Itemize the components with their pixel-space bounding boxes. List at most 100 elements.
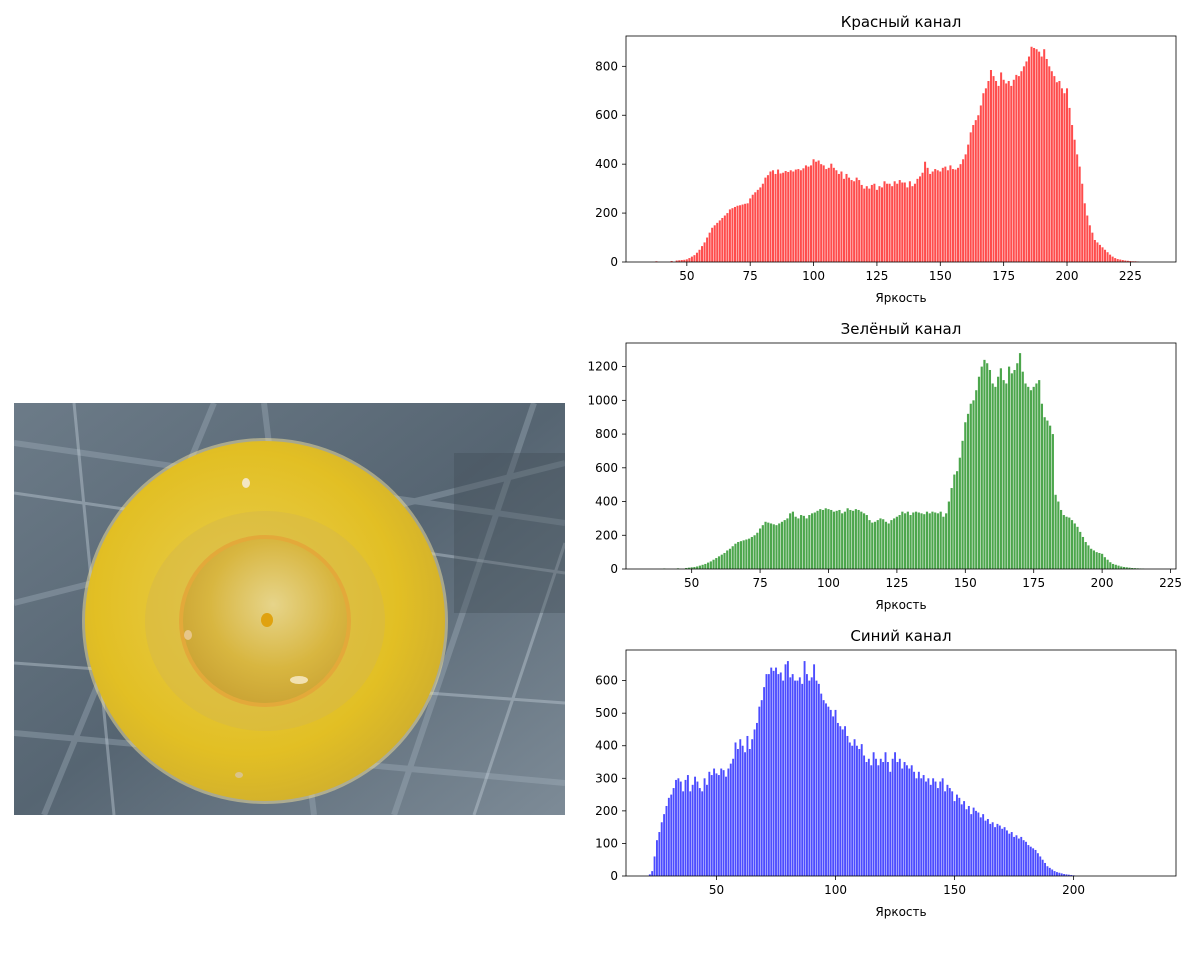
green-bar bbox=[821, 509, 825, 569]
green-x-tick-label: 225 bbox=[1159, 576, 1182, 590]
green-bar bbox=[830, 509, 833, 569]
blue-bar bbox=[975, 810, 977, 876]
green-bar bbox=[726, 550, 729, 569]
blue-bar bbox=[934, 781, 937, 876]
green-bar bbox=[947, 501, 950, 569]
red-bar bbox=[713, 225, 716, 262]
red-bar bbox=[703, 242, 706, 262]
red-bar bbox=[921, 172, 924, 262]
blue-bar bbox=[732, 758, 735, 876]
red-bar bbox=[771, 170, 775, 262]
red-bar bbox=[716, 222, 719, 262]
red-bar bbox=[804, 165, 807, 262]
green-bar bbox=[685, 567, 688, 569]
red-bar bbox=[906, 187, 909, 262]
blue-bar bbox=[1001, 828, 1004, 876]
green-bar bbox=[1062, 515, 1065, 569]
green-bar bbox=[980, 366, 983, 569]
green-bar bbox=[904, 513, 907, 569]
red-bar bbox=[688, 258, 691, 262]
red-bar bbox=[1048, 66, 1051, 262]
blue-bar bbox=[894, 752, 896, 876]
blue-bar bbox=[1051, 869, 1054, 876]
red-bar bbox=[845, 173, 848, 262]
blue-bar bbox=[684, 779, 687, 876]
blue-bar bbox=[877, 765, 880, 876]
blue-bar bbox=[846, 735, 849, 876]
green-bar bbox=[871, 522, 874, 569]
red-bar bbox=[1129, 261, 1132, 262]
red-bar bbox=[1114, 258, 1117, 262]
red-bar bbox=[670, 261, 673, 262]
blue-bar bbox=[741, 745, 744, 876]
red-bar bbox=[896, 183, 899, 262]
red-bar bbox=[832, 167, 835, 262]
green-bar bbox=[961, 440, 964, 569]
blue-bar bbox=[1041, 859, 1044, 876]
green-bar bbox=[800, 515, 803, 569]
green-bar bbox=[920, 513, 923, 569]
blue-bar bbox=[932, 778, 935, 876]
green-bar bbox=[753, 535, 756, 569]
red-y-tick-label: 600 bbox=[595, 108, 618, 122]
blue-bar bbox=[1006, 830, 1008, 876]
blue-bar bbox=[834, 709, 837, 876]
red-bar bbox=[739, 205, 742, 262]
red-bar bbox=[840, 171, 843, 262]
green-bar bbox=[802, 515, 805, 569]
red-bar bbox=[822, 165, 825, 262]
green-bar bbox=[1065, 516, 1068, 569]
blue-bar bbox=[1017, 838, 1020, 876]
blue-bar bbox=[922, 775, 925, 876]
red-bar bbox=[787, 171, 790, 262]
green-axes-frame bbox=[625, 342, 1177, 570]
red-bar bbox=[789, 170, 792, 262]
green-bar bbox=[715, 558, 718, 569]
red-bar bbox=[766, 175, 769, 262]
red-bar bbox=[959, 164, 962, 262]
blue-bar bbox=[722, 770, 725, 876]
blue-x-tick-label: 200 bbox=[1062, 883, 1085, 897]
green-x-tick-label: 175 bbox=[1022, 576, 1045, 590]
green-bar bbox=[906, 511, 909, 569]
red-bar bbox=[685, 259, 688, 262]
red-bar bbox=[830, 163, 833, 262]
green-bar bbox=[865, 515, 868, 569]
green-y-tick-label: 400 bbox=[595, 495, 618, 509]
blue-bar bbox=[982, 814, 985, 876]
red-bar bbox=[957, 167, 960, 262]
red-bar bbox=[749, 198, 752, 262]
red-bar bbox=[989, 70, 992, 262]
blue-bar bbox=[734, 742, 737, 876]
red-bar bbox=[863, 188, 866, 262]
blue-bar bbox=[863, 755, 866, 876]
red-bar bbox=[967, 144, 970, 262]
blue-bar bbox=[822, 700, 825, 876]
green-y-tick-label: 1000 bbox=[587, 393, 618, 407]
green-bar bbox=[827, 509, 830, 569]
red-bar bbox=[860, 184, 863, 262]
red-bar bbox=[901, 182, 904, 262]
red-bar bbox=[1030, 46, 1033, 263]
red-bar bbox=[733, 206, 736, 262]
blue-bar bbox=[1063, 874, 1066, 876]
green-bar bbox=[1059, 509, 1063, 569]
green-bar bbox=[1098, 552, 1101, 569]
green-bar bbox=[1095, 552, 1098, 569]
blue-bar bbox=[1053, 871, 1056, 876]
red-bar bbox=[873, 183, 876, 262]
green-bar bbox=[999, 368, 1002, 569]
red-bar bbox=[855, 177, 858, 262]
blue-bar bbox=[1003, 827, 1006, 876]
green-bar bbox=[742, 540, 745, 569]
red-bar bbox=[777, 169, 780, 262]
green-bar bbox=[1079, 531, 1082, 569]
blue-bar bbox=[853, 739, 856, 876]
green-bar bbox=[832, 511, 836, 569]
green-bar bbox=[1035, 383, 1038, 569]
blue-bar bbox=[941, 778, 944, 876]
red-bar bbox=[1081, 183, 1084, 262]
green-bar bbox=[846, 508, 849, 569]
green-bar bbox=[882, 519, 885, 569]
red-bar bbox=[794, 169, 797, 262]
